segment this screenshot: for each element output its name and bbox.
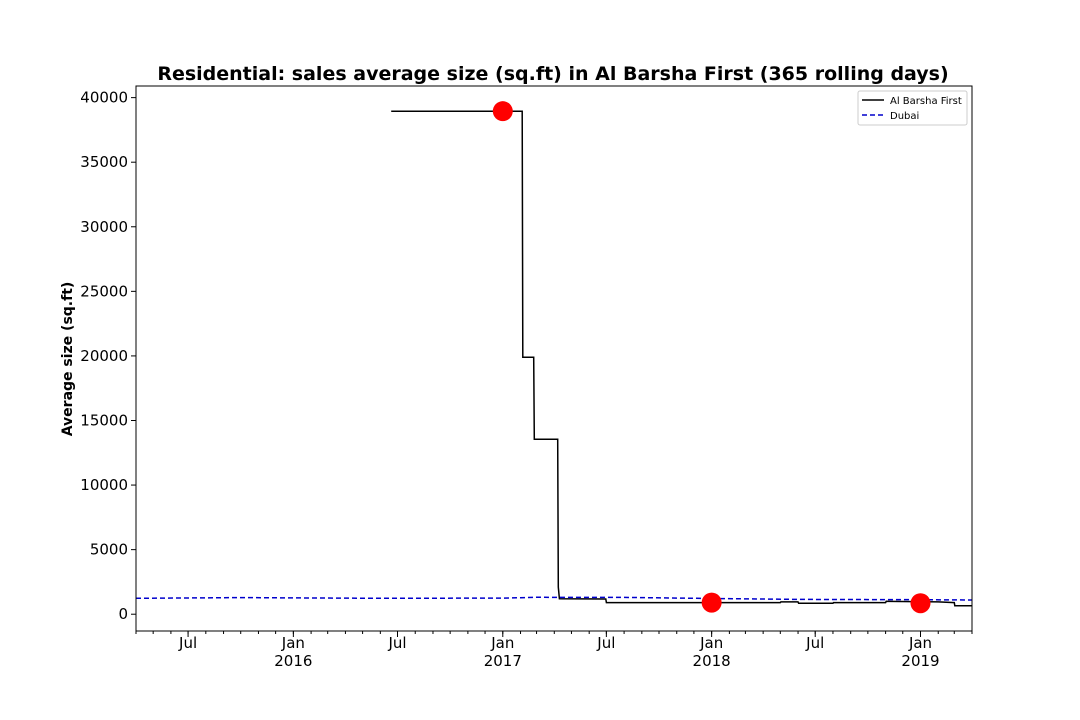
x-tick-year-5: 2018 [693,652,731,670]
x-tick-label-3: Jan [490,634,514,652]
y-tick-label-4: 20000 [80,347,128,365]
x-tick-year-7: 2019 [901,652,939,670]
y-tick-label-2: 10000 [80,476,128,494]
legend-label-0: Al Barsha First [890,96,962,107]
x-tick-year-1: 2016 [274,652,312,670]
y-tick-label-6: 30000 [80,218,128,236]
y-tick-label-5: 25000 [80,282,128,300]
y-axis-label: Average size (sq.ft) [60,282,76,437]
y-tick-label-1: 5000 [90,541,128,559]
y-tick-label-0: 0 [118,605,128,623]
y-tick-label-7: 35000 [80,153,128,171]
legend: Al Barsha First Dubai [857,90,968,126]
x-tick-label-7: Jan [908,634,932,652]
x-tick-label-2: Jul [387,634,406,652]
x-tick-label-4: Jul [596,634,615,652]
x-tick-label-1: Jan [281,634,305,652]
marker-point-1 [701,592,722,613]
series-line-1 [136,596,972,601]
x-tick-label-6: Jul [805,634,824,652]
series-line-0 [391,110,972,607]
x-tick-year-3: 2017 [484,652,522,670]
chart-title: Residential: sales average size (sq.ft) … [157,63,948,85]
marker-point-2 [910,593,931,614]
marker-point-0 [492,101,513,122]
y-tick-label-3: 15000 [80,411,128,429]
plot-frame [135,85,973,632]
legend-label-1: Dubai [890,111,919,122]
plot-area: 0 5000 10000 15000 20000 25000 30000 35000 40000… [80,85,973,670]
x-tick-label-0: Jul [178,634,197,652]
y-tick-label-8: 40000 [80,89,128,107]
legend-box [857,90,968,126]
x-tick-label-5: Jan [699,634,723,652]
